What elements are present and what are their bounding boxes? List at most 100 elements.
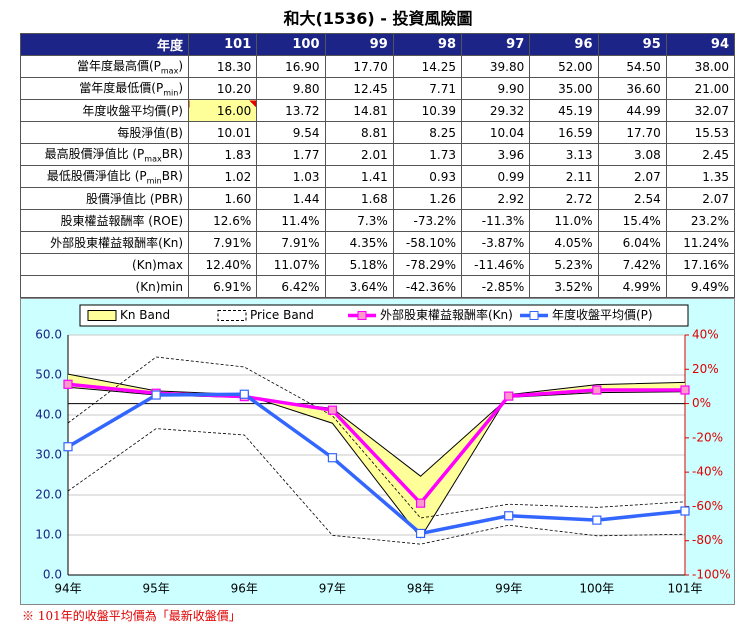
header-cell: 96: [529, 33, 599, 56]
legend-marker: [357, 311, 367, 320]
value-cell: -58.10%: [392, 231, 463, 254]
header-cell: 98: [392, 33, 463, 56]
value-cell: 5.23%: [529, 253, 599, 276]
point-marker: [239, 389, 249, 399]
value-cell: 10.01: [187, 121, 258, 144]
label-text: BR): [161, 147, 183, 162]
value-cell: 2.11: [529, 165, 599, 188]
label-text: 最高股價淨值比 (P: [44, 147, 145, 162]
value-cell: 4.35%: [324, 231, 394, 254]
header-cell: 100: [256, 33, 326, 56]
y-tick-label: 50.0: [35, 368, 62, 382]
y-tick-label: 40.0: [35, 408, 62, 422]
y-tick-label: 30.0: [35, 448, 62, 462]
legend-label: 外部股東權益報酬率(Kn): [380, 307, 513, 322]
value-cell: 17.16%: [665, 253, 736, 276]
value-cell: 2.92: [460, 187, 531, 210]
label-subscript: min: [146, 176, 162, 186]
y2-tick-label: 40%: [692, 328, 719, 342]
value-cell: 1.26: [392, 187, 463, 210]
value-cell: 3.08: [597, 143, 667, 166]
table-row: (Kn)min 6.91% 6.42% 3.64% -42.36% -2.85% 3.52%…: [20, 275, 736, 298]
table-row: 股東權益報酬率 (ROE) 12.6% 11.4% 7.3% -73.2% -11.3% 1…: [20, 209, 736, 232]
value-cell: 9.90: [460, 77, 531, 100]
legend-label: Price Band: [250, 308, 314, 322]
y2-tick-label: -60%: [692, 499, 723, 513]
header-cell: 95: [597, 33, 667, 56]
label-text: BR): [161, 169, 183, 184]
header-cell: 101: [187, 33, 258, 56]
row-label: (Kn)min: [20, 275, 189, 298]
value-cell: -42.36%: [392, 275, 463, 298]
legend-swatch: [217, 310, 247, 321]
page-title: 和大(1536) - 投資風險圖: [283, 9, 473, 28]
value-cell: 2.54: [597, 187, 667, 210]
y-tick-label: 10.0: [35, 528, 62, 542]
value-cell: 2.07: [597, 165, 667, 188]
value-cell: 16.59: [529, 121, 599, 144]
value-cell: 29.32: [460, 99, 531, 122]
value-cell: 15.53: [665, 121, 736, 144]
value-cell: 1.02: [187, 165, 258, 188]
value-cell: 16.90: [256, 55, 326, 78]
row-label: 當年度最高價(Pmax): [20, 55, 189, 78]
value-cell: 52.00: [529, 55, 599, 78]
table-row: (Kn)max 12.40% 11.07% 5.18% -78.29% -11.46% 5.…: [20, 253, 736, 276]
table-row: 最低股價淨值比 (PminBR) 1.02 1.03 1.41 0.93 0.99 2.11…: [20, 165, 736, 188]
x-tick-label: 94年: [54, 582, 81, 596]
label-text: ): [178, 59, 183, 74]
chart: 0.0 10.0 20.0 30.0 40.0 50.0 60.0 -100% -80% -60%…: [20, 298, 735, 605]
table-body: 當年度最高價(Pmax) 18.30 16.90 17.70 14.25 39.80 52.…: [20, 55, 736, 298]
point-marker: [415, 498, 426, 508]
band-edge: [67, 356, 686, 519]
table-row: 每股淨值(B) 10.01 9.54 8.81 8.25 10.04 16.59 17.70 1…: [20, 121, 736, 144]
value-cell: -11.3%: [460, 209, 531, 232]
value-cell: 11.24%: [665, 231, 736, 254]
value-cell: 11.4%: [256, 209, 326, 232]
legend-label: Kn Band: [120, 308, 170, 322]
value-cell: 12.6%: [187, 209, 258, 232]
y2-tick-label: 0%: [692, 396, 711, 410]
value-cell: 1.83: [187, 143, 258, 166]
value-cell: 1.03: [256, 165, 326, 188]
x-tick-label: 98年: [407, 582, 434, 596]
value-cell: 5.18%: [324, 253, 394, 276]
header-cell: 94: [665, 33, 736, 56]
value-cell: 36.60: [597, 77, 667, 100]
value-cell: 6.04%: [597, 231, 667, 254]
point-marker: [327, 405, 338, 415]
value-cell: 17.70: [324, 55, 394, 78]
x-tick-label: 95年: [143, 582, 170, 596]
legend-label: 年度收盤平均價(P): [552, 307, 653, 322]
value-cell: 10.04: [460, 121, 531, 144]
value-cell: 12.45: [324, 77, 394, 100]
point-marker: [63, 379, 73, 389]
x-tick-label: 101年: [668, 582, 703, 596]
value-cell: 32.07: [665, 99, 736, 122]
legend-marker: [529, 311, 539, 320]
point-marker: [592, 385, 602, 395]
value-cell: 2.07: [665, 187, 736, 210]
value-cell: 9.49%: [665, 275, 736, 298]
value-cell: 12.40%: [187, 253, 258, 276]
value-cell: 45.19: [529, 99, 599, 122]
value-cell: 17.70: [597, 121, 667, 144]
row-label: 股價淨值比 (PBR): [20, 187, 189, 210]
y2-tick-label: -100%: [692, 568, 731, 582]
label-text: 當年度最高價(P: [76, 59, 161, 74]
y-tick-label: 0.0: [43, 568, 62, 582]
band-edge: [67, 428, 686, 545]
point-marker: [504, 511, 514, 521]
y2-tick-label: -80%: [692, 533, 723, 547]
point-marker: [415, 528, 426, 539]
point-marker: [151, 390, 161, 400]
value-cell: 14.25: [392, 55, 463, 78]
value-cell: 1.60: [187, 187, 258, 210]
band-edge: [67, 373, 686, 539]
point-marker: [504, 391, 514, 401]
value-cell: 44.99: [597, 99, 667, 122]
value-cell: -78.29%: [392, 253, 463, 276]
header-cell: 97: [460, 33, 531, 56]
label-text: ): [178, 81, 183, 96]
value-cell: 11.07%: [256, 253, 326, 276]
